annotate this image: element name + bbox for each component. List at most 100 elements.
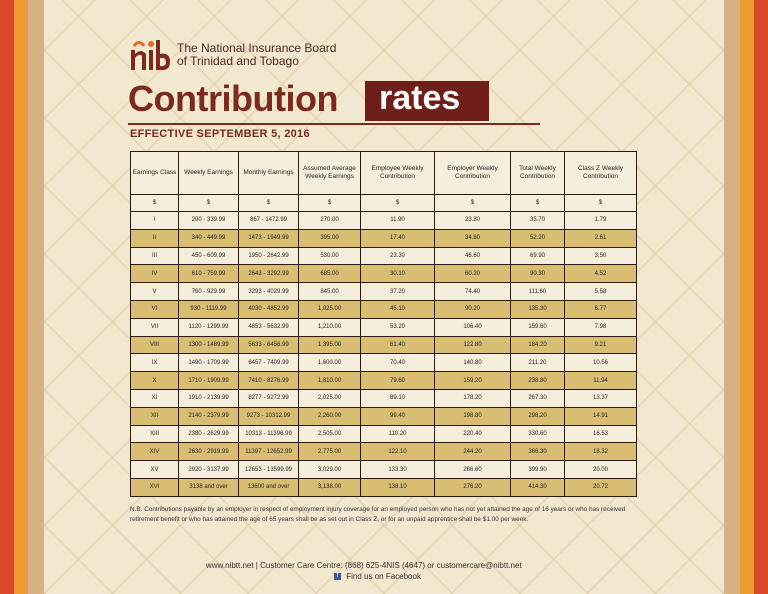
table-cell: 1,810.00 [298, 371, 361, 390]
table-cell: XIII [130, 424, 179, 444]
table-row: III 450 - 609.99 1950 - 2642.99 530.00 23.30… [130, 246, 637, 266]
contact-info: www.nibtt.net | Customer Care Centre: (8… [206, 561, 522, 570]
column-header: Total Weekly Contribution [510, 151, 565, 195]
footnote: N.B. Contributions payable by an employe… [130, 506, 626, 523]
right-stripe-red [754, 0, 768, 594]
table-cell: 270.00 [298, 211, 361, 230]
unit-cell: $ [298, 194, 361, 212]
table-cell: 159.60 [510, 317, 565, 337]
table-cell: 106.40 [434, 317, 511, 337]
table-cell: 2.61 [564, 228, 637, 248]
table-row: XIII 2380 - 2629.99 10313 - 11396.99 2,505.… [130, 424, 637, 444]
table-row: VII 1120 - 1299.99 4853 - 5632.99 1,210.00 5… [130, 317, 637, 337]
column-header: Monthly Earnings [238, 151, 299, 195]
table-cell: 2920 - 3137.99 [178, 460, 239, 479]
table-cell: 89.10 [360, 388, 435, 408]
table-cell: 90.20 [434, 299, 511, 319]
table-cell: V [130, 282, 179, 301]
table-cell: 340 - 449.99 [178, 228, 239, 248]
table-row: IX 1490 - 1709.99 6457 - 7409.99 1,600.00 70… [130, 353, 637, 373]
table-cell: I [130, 211, 179, 230]
unit-cell: $ [130, 194, 179, 212]
table-cell: 3,138.00 [298, 477, 361, 497]
table-cell: VI [130, 299, 179, 319]
facebook-icon: f [334, 573, 341, 581]
nib-logo-icon [131, 40, 170, 71]
table-cell: 238.80 [510, 371, 565, 390]
table-cell: 1473 - 1949.99 [238, 228, 299, 248]
table-row: II 340 - 449.99 1473 - 1949.99 395.00 17.40 3… [130, 228, 637, 248]
facebook-link[interactable]: f Find us on Facebook [334, 572, 421, 581]
table-cell: IV [130, 264, 179, 284]
table-cell: 266.60 [434, 460, 511, 479]
unit-cell: $ [510, 194, 565, 212]
table-cell: 2140 - 2379.99 [178, 406, 239, 426]
table-cell: 1950 - 2642.99 [238, 246, 299, 266]
table-cell: 276.20 [434, 477, 511, 497]
table-cell: 69.90 [510, 246, 565, 266]
left-stripe-tan [28, 0, 44, 594]
table-cell: 2,260.00 [298, 406, 361, 426]
table-cell: 61.40 [360, 335, 435, 355]
table-cell: 9.21 [564, 335, 637, 355]
table-cell: 845.00 [298, 282, 361, 301]
unit-cell: $ [564, 194, 637, 212]
table-cell: 9273 - 10312.99 [238, 406, 299, 426]
table-cell: 60.20 [434, 264, 511, 284]
table-cell: 5633 - 6456.99 [238, 335, 299, 355]
table-cell: XV [130, 460, 179, 479]
table-cell: 1120 - 1299.99 [178, 317, 239, 337]
table-cell: 7.98 [564, 317, 637, 337]
left-stripe-red [0, 0, 14, 594]
table-cell: 37.20 [360, 282, 435, 301]
table-cell: 3293 - 4029.99 [238, 282, 299, 301]
table-cell: 610 - 759.99 [178, 264, 239, 284]
effective-date: EFFECTIVE SEPTEMBER 5, 2016 [130, 128, 310, 140]
table-cell: XVI [130, 477, 179, 497]
table-cell: 685.00 [298, 264, 361, 284]
right-stripe-orange [740, 0, 754, 594]
table-cell: 20.72 [564, 477, 637, 497]
table-cell: VII [130, 317, 179, 337]
table-cell: 1,210.00 [298, 317, 361, 337]
column-header: Weekly Earnings [178, 151, 239, 195]
table-cell: 23.80 [434, 211, 511, 230]
table-row: XVI 3138 and over 13600 and over 3,138.00 13… [130, 477, 637, 497]
table-cell: 11.94 [564, 371, 637, 390]
table-cell: 2,775.00 [298, 442, 361, 462]
table-cell: 30.10 [360, 264, 435, 284]
org-line-1: The National Insurance Board [177, 41, 337, 55]
table-cell: 34.80 [434, 228, 511, 248]
table-row: XI 1910 - 2139.99 8277 - 9272.99 2,025.00 89… [130, 388, 637, 408]
column-header: Employer Weekly Contribution [434, 151, 511, 195]
table-cell: 35.70 [510, 211, 565, 230]
table-row: XIV 2630 - 2919.99 11397 - 12652.99 2,775.0… [130, 442, 637, 462]
table-cell: 140.80 [434, 353, 511, 373]
table-cell: 122.10 [360, 442, 435, 462]
table-cell: 3138 and over [178, 477, 239, 497]
table-cell: 138.10 [360, 477, 435, 497]
title-rule [128, 123, 540, 125]
table-cell: 122.80 [434, 335, 511, 355]
column-header: Class Z Weekly Contribution [564, 151, 637, 195]
org-line-2: of Trinidad and Tobago [177, 54, 299, 68]
table-cell: 6.77 [564, 299, 637, 319]
column-header: Earnings Class [130, 151, 179, 195]
table-units-row: $ $ $ $ $ $ $ $ [130, 194, 637, 212]
organization-name: The National Insurance Board of Trinidad… [177, 42, 336, 68]
table-cell: 13.37 [564, 388, 637, 408]
table-cell: 267.30 [510, 388, 565, 408]
table-cell: 7410 - 8276.99 [238, 371, 299, 390]
table-cell: 4030 - 4852.99 [238, 299, 299, 319]
table-cell: III [130, 246, 179, 266]
table-cell: 930 - 1119.99 [178, 299, 239, 319]
table-cell: 70.40 [360, 353, 435, 373]
table-cell: 200 - 339.99 [178, 211, 239, 230]
table-cell: 330.60 [510, 424, 565, 444]
table-cell: 111.60 [510, 282, 565, 301]
table-cell: 12653 - 13599.99 [238, 460, 299, 479]
table-cell: 17.40 [360, 228, 435, 248]
table-cell: 1910 - 2139.99 [178, 388, 239, 408]
table-cell: 1300 - 1489.99 [178, 335, 239, 355]
table-cell: 2,505.00 [298, 424, 361, 444]
